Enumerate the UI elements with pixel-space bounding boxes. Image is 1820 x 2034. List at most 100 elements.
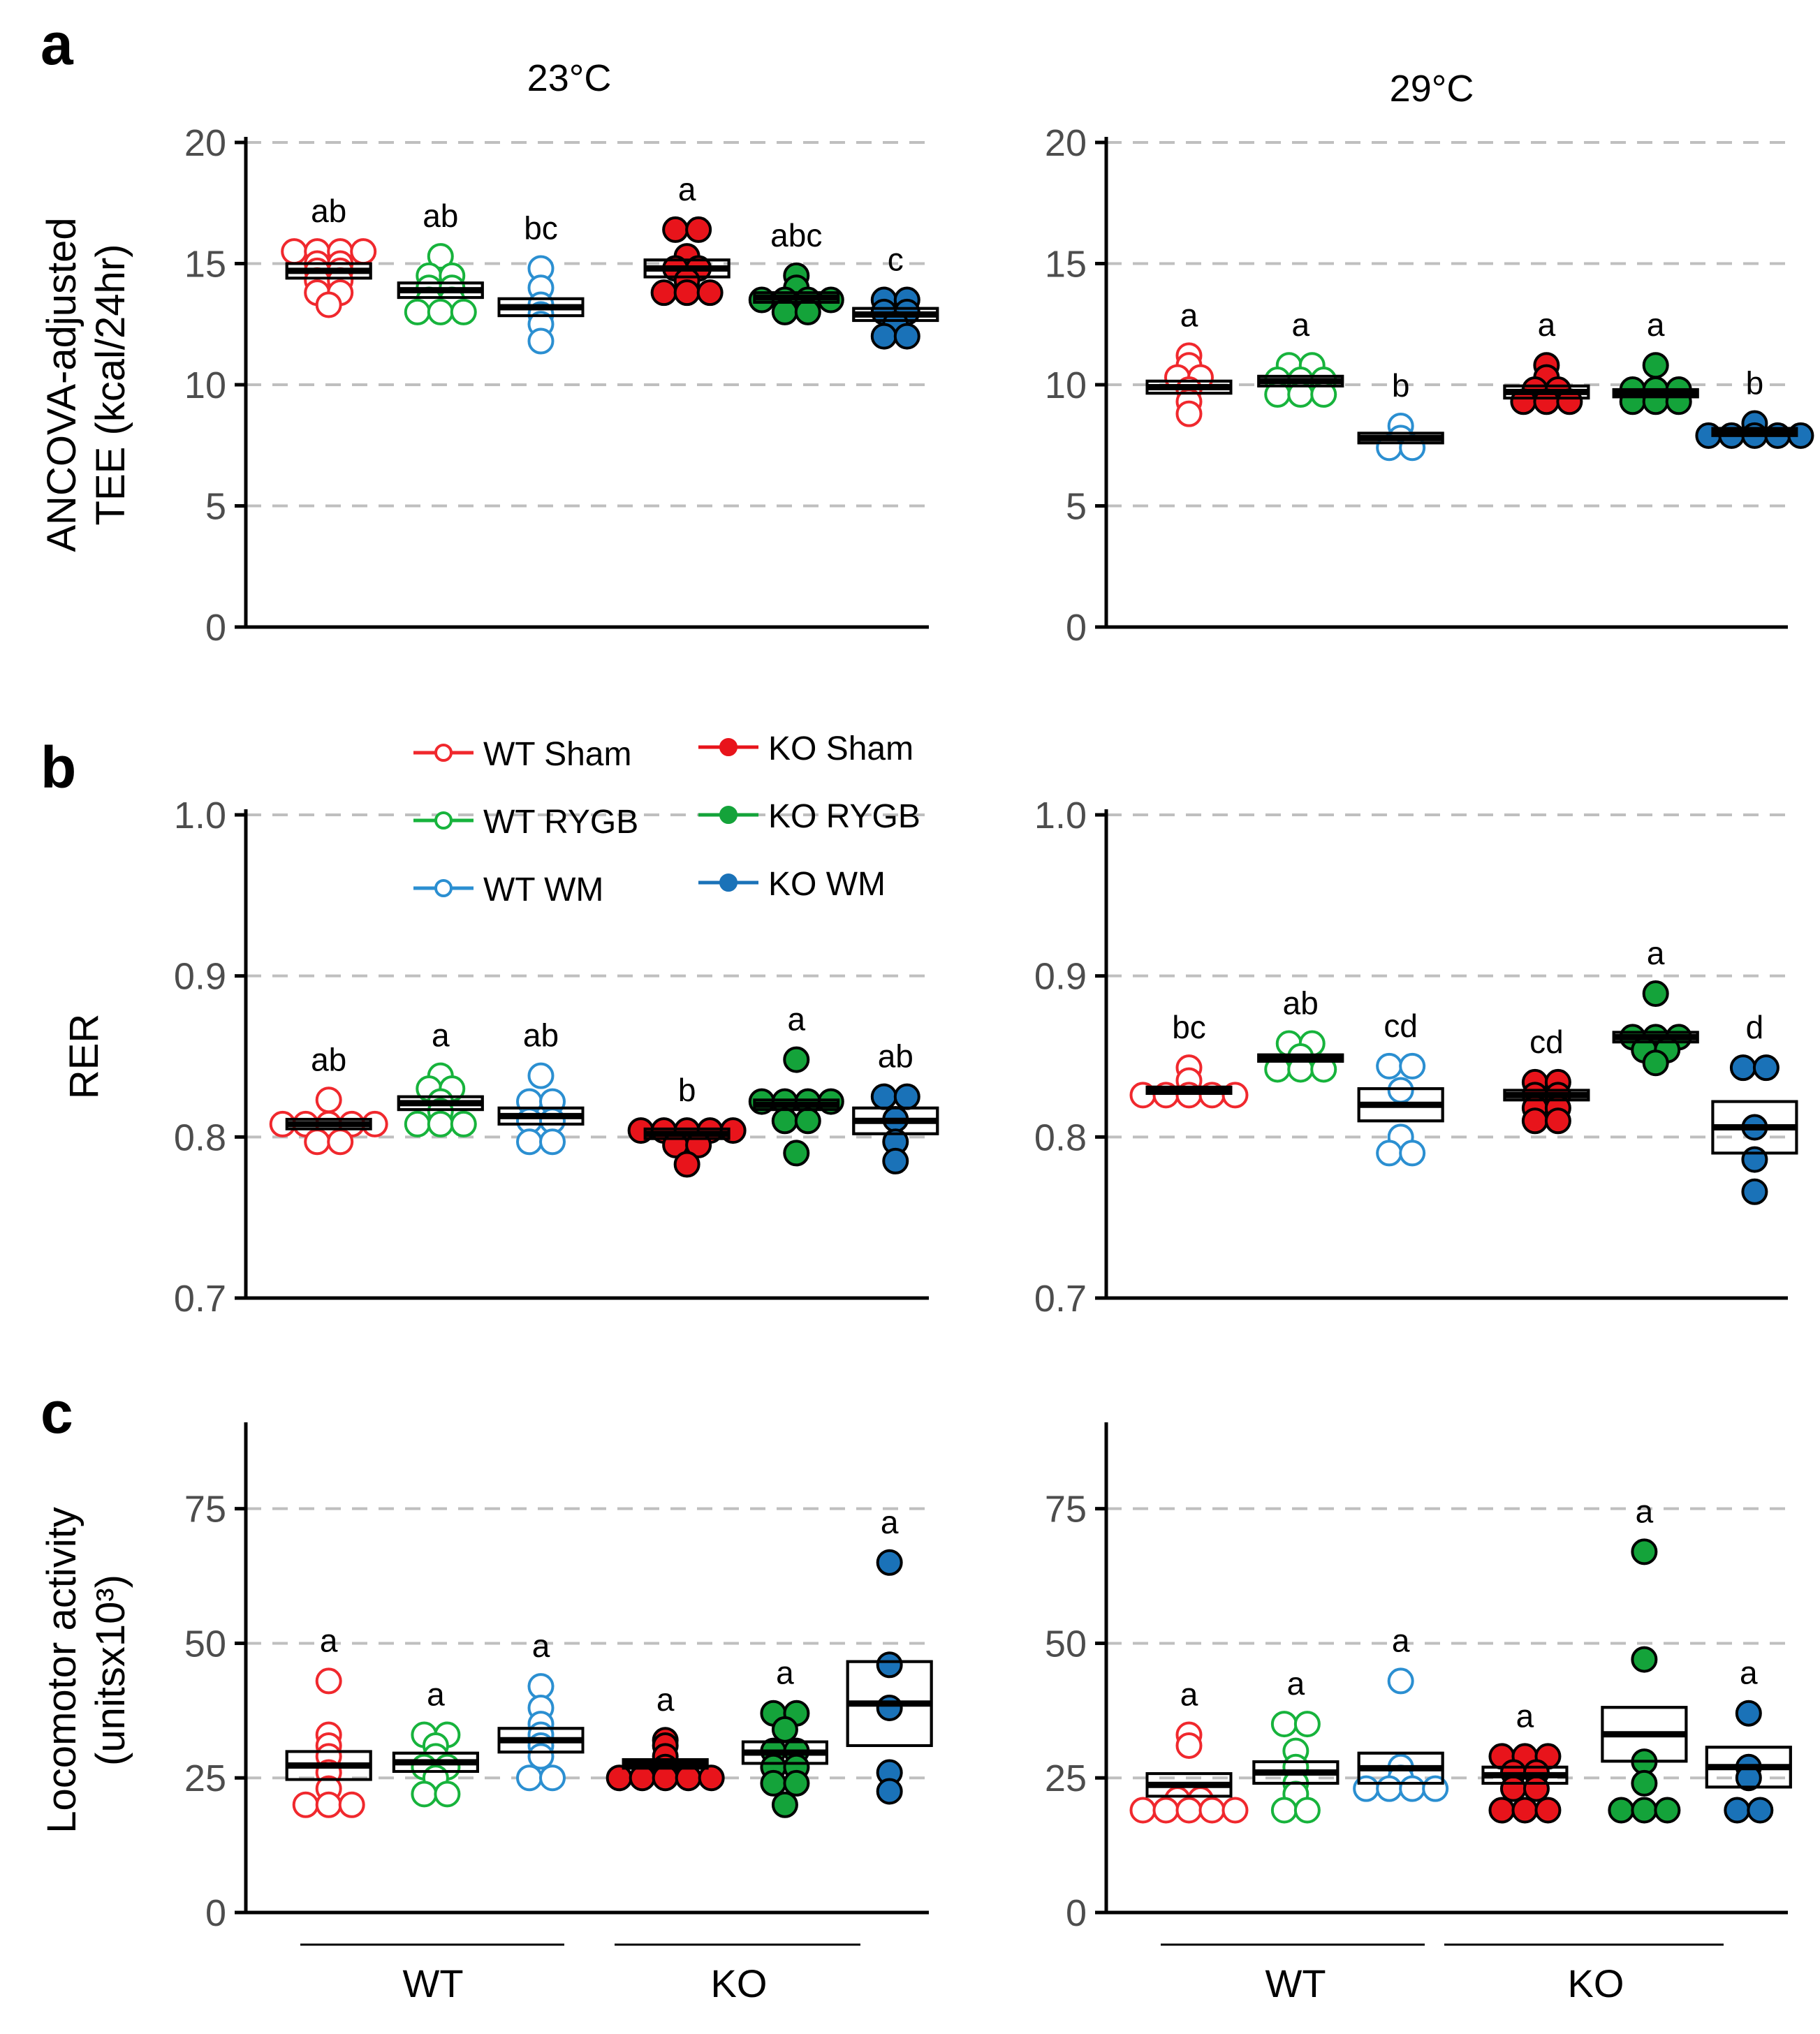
data-point [304, 1128, 331, 1156]
y-tick-label: 5 [1066, 486, 1087, 528]
group-label-ko: KO [1568, 1961, 1624, 2005]
data-point [882, 1147, 909, 1174]
column-title-23c: 23°C [527, 57, 612, 99]
data-point [450, 1110, 477, 1137]
significance-letter: a [1392, 1622, 1410, 1658]
panel-label-b: b [41, 735, 76, 800]
se-box-outline [397, 281, 484, 300]
se-box-outline [497, 297, 585, 318]
data-point [876, 1549, 903, 1576]
series-ko-wm: a [846, 1504, 933, 1805]
y-axis-label: TEE (kcal/24hr) [88, 244, 133, 526]
data-point [315, 291, 342, 318]
y-tick-label: 50 [184, 1623, 226, 1665]
data-point [771, 1107, 798, 1135]
series-wt-rygb: a [397, 1017, 484, 1137]
data-point [1642, 1049, 1669, 1077]
series-ko-sham: a [1503, 307, 1590, 415]
data-point [315, 1791, 342, 1818]
data-point [1534, 1797, 1562, 1824]
y-tick-label: 1.0 [174, 795, 226, 837]
data-point [1741, 1178, 1768, 1205]
data-point [315, 1086, 342, 1114]
se-box-outline [643, 258, 731, 279]
legend-marker [434, 811, 453, 830]
y-tick-label: 5 [205, 486, 226, 528]
series-ko-wm: ab [852, 1038, 939, 1174]
significance-letter: bc [1172, 1009, 1206, 1045]
y-tick-label: 0 [1066, 1892, 1087, 1934]
se-box-outline [1257, 1053, 1344, 1063]
significance-letter: a [1636, 1493, 1654, 1529]
series-wt-rygb: ab [1257, 985, 1344, 1083]
data-point [794, 1107, 821, 1135]
y-tick-label: 50 [1045, 1623, 1087, 1665]
legend-label: KO Sham [768, 730, 913, 767]
significance-letter: ab [311, 1041, 346, 1077]
significance-letter: a [320, 1622, 338, 1658]
series-wt-rygb: a [1257, 307, 1344, 408]
legend-label: KO RYGB [768, 798, 920, 835]
se-box-outline [846, 1660, 933, 1747]
data-point [771, 1791, 798, 1818]
series-wt-sham: bc [1129, 1009, 1249, 1109]
data-point [1399, 1052, 1426, 1079]
panel-label-a: a [41, 11, 74, 77]
data-point [1175, 400, 1203, 427]
y-tick-label: 0.8 [174, 1117, 226, 1158]
se-box-outline [285, 262, 372, 280]
data-point [1499, 1775, 1527, 1802]
se-box-outline [497, 1106, 585, 1126]
data-point [1729, 1054, 1756, 1082]
significance-letter: a [1516, 1697, 1534, 1734]
data-point [685, 216, 712, 243]
legend-item-ko-sham: KO Sham [698, 730, 913, 767]
series-wt-wm: a [1353, 1622, 1449, 1802]
data-point [1741, 1146, 1768, 1173]
significance-letter: ab [423, 198, 458, 234]
data-point [1387, 1077, 1414, 1104]
data-point [783, 1046, 810, 1073]
series-ko-wm: a [1705, 1655, 1792, 1824]
data-point [539, 1128, 566, 1156]
data-point [1654, 1797, 1681, 1824]
significance-letter: a [678, 171, 696, 207]
data-point [1608, 1797, 1635, 1824]
group-labels: WT KO WT KO [300, 1943, 1724, 2005]
chart-a-29: 0 5 10 15 20 a a b a a b [1045, 122, 1814, 649]
se-box-outline [1357, 1087, 1444, 1123]
significance-letter: d [1746, 1009, 1764, 1045]
legend-label: WT RYGB [483, 804, 638, 841]
legend-item-wt-wm: WT WM [413, 871, 603, 908]
data-point [698, 1764, 725, 1792]
significance-letter: a [1647, 307, 1665, 343]
chart-c-29: 0 25 50 75 a a a a a a [1045, 1422, 1792, 1934]
series-ko-sham: a [1481, 1697, 1569, 1824]
data-point [539, 1764, 566, 1792]
se-box-outline [1503, 1089, 1590, 1102]
data-point [1544, 1107, 1571, 1135]
significance-letter: a [432, 1017, 450, 1054]
data-point [876, 1694, 903, 1721]
data-point [870, 1083, 897, 1110]
series-wt-wm: cd [1357, 1008, 1444, 1167]
significance-letter: a [532, 1628, 550, 1664]
legend-marker [719, 874, 737, 892]
data-point [1631, 1538, 1658, 1565]
y-tick-label: 75 [1045, 1489, 1087, 1531]
data-point [516, 1128, 543, 1156]
data-point [315, 1667, 342, 1695]
series-wt-wm: a [497, 1628, 585, 1792]
se-box-outline [392, 1751, 479, 1773]
significance-letter: a [656, 1681, 675, 1718]
data-point [696, 279, 724, 307]
significance-letter: ab [311, 193, 346, 229]
legend-label: WT Sham [483, 736, 631, 773]
y-tick-label: 0.7 [174, 1278, 226, 1320]
legend-item-wt-sham: WT Sham [413, 736, 631, 773]
y-tick-label: 20 [184, 122, 226, 164]
data-point [1221, 1797, 1249, 1824]
series-wt-sham: ab [269, 1041, 388, 1156]
series-wt-rygb: a [1252, 1665, 1340, 1824]
